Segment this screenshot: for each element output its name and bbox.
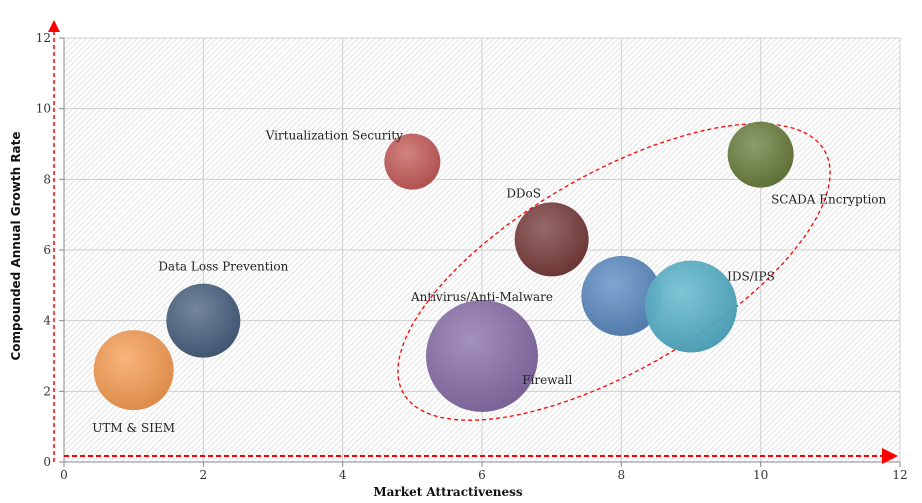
bubble-ids-ips — [645, 260, 737, 353]
x-tick-label: 8 — [618, 468, 626, 482]
bubble-labels: UTM & SIEM Data Loss Prevention Virtualiza… — [92, 129, 886, 435]
y-tick-label: 6 — [43, 243, 51, 257]
bubble-label: Data Loss Prevention — [158, 260, 288, 274]
bubble-label: UTM & SIEM — [92, 421, 175, 435]
y-tick-label: 2 — [43, 384, 51, 398]
highlight-ellipse — [397, 123, 831, 421]
bubble-scada-encryption — [727, 121, 794, 188]
x-tick-label: 6 — [478, 468, 486, 482]
x-tick-label: 0 — [60, 468, 68, 482]
bubble-label: SCADA Encryption — [771, 193, 886, 207]
x-tick-label: 4 — [339, 468, 347, 482]
x-tick-label: 10 — [753, 468, 768, 482]
bubble-virtualization-security — [384, 133, 441, 190]
axes — [59, 37, 901, 467]
y-tick-label: 4 — [43, 314, 51, 328]
y-tick-label: 0 — [43, 455, 51, 469]
bubble-utm-siem — [93, 330, 174, 411]
y-axis-title: Compounded Annual Growth Rate — [9, 131, 23, 360]
tick-labels: 0 2 4 6 8 10 12 0 2 4 6 8 10 12 — [36, 31, 908, 482]
y-tick-label: 8 — [43, 172, 51, 186]
bubble-label: Antivirus/Anti-Malware — [410, 290, 553, 304]
bubble-data-loss-prevention — [166, 283, 241, 358]
bubble-label: IDS/IPS — [727, 270, 775, 284]
bubble-firewall — [581, 255, 662, 336]
x-tick-label: 2 — [200, 468, 208, 482]
y-tick-label: 12 — [36, 31, 51, 45]
x-tick-label: 12 — [892, 468, 907, 482]
bubble-label: DDoS — [506, 186, 541, 200]
bubble-label: Virtualization Security — [265, 129, 403, 143]
bubble-ddos — [514, 202, 589, 277]
bubble-label: Firewall — [522, 373, 572, 387]
x-axis-title: Market Attractiveness — [373, 485, 522, 499]
bubble-antivirus-anti-malware — [426, 300, 538, 412]
bubbles — [93, 121, 794, 412]
y-tick-label: 10 — [36, 102, 51, 116]
